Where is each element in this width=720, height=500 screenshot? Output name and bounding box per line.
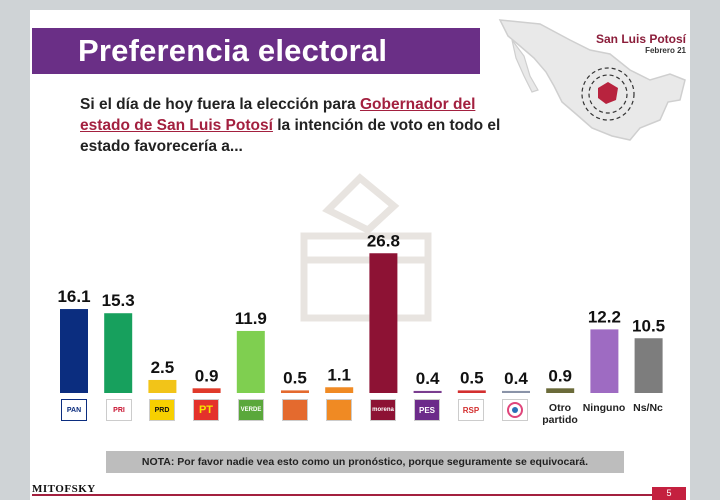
value-label-pes: 0.4	[416, 369, 440, 388]
value-label-otro-partido: 0.9	[548, 366, 572, 385]
question-highlight: Gobernador del estado de San Luis Potosí	[80, 96, 476, 134]
pri-logo: PRI	[106, 399, 132, 421]
page-title: Preferencia electoral	[78, 33, 388, 68]
pt-logo-text: PT	[198, 404, 214, 416]
footer-line	[32, 494, 652, 496]
bar-otro-partido	[546, 388, 575, 393]
value-label-fxm: 0.4	[504, 369, 528, 388]
convergencia-logo	[282, 399, 308, 421]
bar-convergencia	[281, 390, 309, 393]
bar-rsp	[457, 390, 486, 393]
pes-logo: PES	[414, 399, 440, 421]
fxm-logo	[502, 399, 528, 421]
ninguno-label: Ninguno	[582, 402, 626, 414]
title-bar	[32, 28, 480, 74]
bar-pt	[192, 388, 221, 393]
state-name: San Luis Potosí	[595, 32, 686, 46]
bar-verde	[236, 330, 265, 393]
value-label-pri: 15.3	[102, 291, 135, 310]
pt-logo: PT	[193, 399, 219, 421]
bar-pri	[104, 313, 133, 393]
bar-fxm	[502, 390, 530, 393]
ballot-box-icon	[300, 173, 432, 322]
value-label-mc: 1.1	[327, 365, 351, 384]
pan-logo: PAN	[61, 399, 87, 421]
value-label-verde: 11.9	[235, 309, 267, 328]
morena-logo: morena	[370, 399, 396, 421]
value-label-rsp: 0.5	[460, 368, 484, 387]
bar-pan	[60, 309, 88, 393]
value-label-morena: 26.8	[367, 231, 400, 250]
question-part-2: la intención de voto en todo el estado f…	[80, 117, 501, 155]
page-number: 5	[652, 487, 686, 500]
disclaimer-note: NOTA: Por favor nadie vea esto como un p…	[106, 451, 624, 473]
otro-partido-label: Otro partido	[542, 402, 578, 426]
value-label-pan: 16.1	[57, 287, 90, 306]
rsp-logo: RSP	[458, 399, 484, 421]
prd-logo-text: PRD	[154, 406, 170, 414]
value-label-ns-nc: 10.5	[632, 316, 665, 335]
value-label-ninguno: 12.2	[588, 307, 621, 326]
nsnc-label: Ns/Nc	[633, 402, 663, 414]
brand-logo: MITOFSKY	[32, 483, 96, 495]
survey-date: Febrero 21	[645, 46, 686, 55]
rsp-logo-text: RSP	[462, 405, 480, 415]
question-part-1: Si el día de hoy fuera la elección para	[80, 96, 360, 113]
value-label-prd: 2.5	[151, 358, 175, 377]
slide: Preferencia electoral San Luis Potosí Fe…	[30, 10, 690, 500]
bar-ninguno	[590, 329, 619, 393]
pan-logo-text: PAN	[66, 406, 82, 414]
pri-logo-text: PRI	[113, 406, 125, 414]
pes-logo-text: PES	[418, 405, 435, 415]
bar-mc	[325, 387, 354, 393]
prd-logo: PRD	[149, 399, 175, 421]
bar-pes	[413, 390, 442, 393]
bar-ns-nc	[634, 338, 663, 393]
verde-logo: VERDE	[238, 399, 264, 421]
bar-prd	[148, 379, 177, 393]
question-text: Si el día de hoy fuera la elección para …	[80, 94, 520, 157]
fxm-emblem-icon	[507, 402, 523, 418]
mexico-map-icon	[498, 19, 686, 141]
bar-chart: 16.1 15.3 2.5 0.9 11.9 0.5 1.1 26.8 0.4 0.5 0.4 0.9…	[57, 231, 665, 393]
value-label-pt: 0.9	[195, 366, 219, 385]
verde-logo-text: VERDE	[240, 407, 262, 413]
morena-logo-text: morena	[372, 407, 394, 413]
value-label-convergencia: 0.5	[283, 368, 307, 387]
mc-logo	[326, 399, 352, 421]
bar-morena	[369, 253, 398, 393]
